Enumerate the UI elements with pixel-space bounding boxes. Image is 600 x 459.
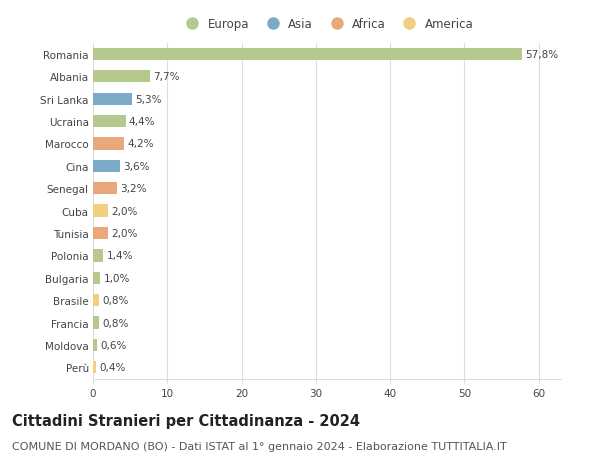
Text: Cittadini Stranieri per Cittadinanza - 2024: Cittadini Stranieri per Cittadinanza - 2…	[12, 413, 360, 428]
Text: 57,8%: 57,8%	[526, 50, 559, 60]
Text: 5,3%: 5,3%	[136, 95, 162, 105]
Bar	[93, 49, 523, 61]
Bar	[93, 294, 99, 307]
Bar	[93, 227, 108, 240]
Legend: Europa, Asia, Africa, America: Europa, Asia, Africa, America	[181, 18, 473, 31]
Bar	[93, 183, 117, 195]
Text: 3,2%: 3,2%	[120, 184, 146, 194]
Text: 0,8%: 0,8%	[102, 296, 128, 306]
Text: 2,0%: 2,0%	[111, 206, 137, 216]
Text: 2,0%: 2,0%	[111, 229, 137, 239]
Bar	[93, 339, 97, 351]
Text: 7,7%: 7,7%	[153, 72, 179, 82]
Text: COMUNE DI MORDANO (BO) - Dati ISTAT al 1° gennaio 2024 - Elaborazione TUTTITALIA: COMUNE DI MORDANO (BO) - Dati ISTAT al 1…	[12, 441, 507, 451]
Bar	[93, 71, 150, 83]
Bar	[93, 250, 103, 262]
Text: 0,6%: 0,6%	[100, 340, 127, 350]
Bar	[93, 138, 124, 150]
Text: 4,2%: 4,2%	[127, 139, 154, 149]
Bar	[93, 116, 125, 128]
Text: 3,6%: 3,6%	[123, 162, 149, 172]
Bar	[93, 317, 99, 329]
Text: 4,4%: 4,4%	[128, 117, 155, 127]
Text: 0,4%: 0,4%	[99, 363, 125, 373]
Bar	[93, 93, 133, 106]
Bar	[93, 361, 96, 374]
Bar	[93, 160, 120, 173]
Text: 0,8%: 0,8%	[102, 318, 128, 328]
Bar	[93, 272, 100, 284]
Text: 1,4%: 1,4%	[106, 251, 133, 261]
Bar	[93, 205, 108, 217]
Text: 1,0%: 1,0%	[103, 273, 130, 283]
